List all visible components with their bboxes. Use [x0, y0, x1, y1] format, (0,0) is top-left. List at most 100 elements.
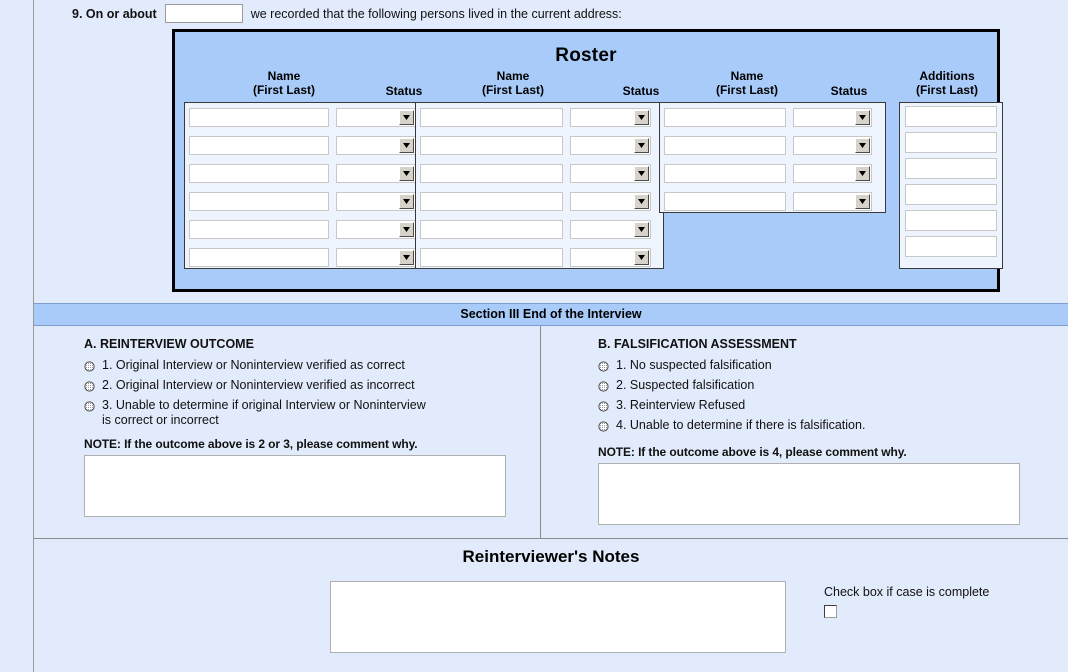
falsification-option-2[interactable]: 2. Suspected falsification: [598, 378, 1050, 393]
chevron-down-icon[interactable]: [855, 109, 870, 125]
radio-button-icon[interactable]: [84, 401, 95, 412]
radio-button-icon[interactable]: [598, 401, 609, 412]
outcome-comment-textarea[interactable]: [84, 455, 506, 517]
roster-name-input[interactable]: [420, 135, 563, 155]
chevron-down-icon[interactable]: [399, 221, 414, 237]
question-9-date-input[interactable]: [164, 4, 243, 23]
roster-name-input[interactable]: [189, 191, 329, 211]
roster-name-input[interactable]: [420, 219, 563, 239]
roster-status-select[interactable]: [570, 247, 651, 267]
roster-name-input[interactable]: [420, 107, 563, 127]
roster-status-input[interactable]: [571, 164, 650, 182]
chevron-down-icon[interactable]: [399, 109, 414, 125]
roster-status-select[interactable]: [336, 219, 416, 239]
case-complete-checkbox[interactable]: [824, 605, 837, 618]
roster-status-input[interactable]: [337, 164, 415, 182]
roster-status-input[interactable]: [337, 248, 415, 266]
roster-status-input[interactable]: [571, 108, 650, 126]
roster-status-input[interactable]: [794, 108, 871, 126]
roster-status-select[interactable]: [793, 107, 872, 127]
roster-status-select[interactable]: [336, 107, 416, 127]
radio-button-icon[interactable]: [598, 381, 609, 392]
chevron-down-icon[interactable]: [399, 193, 414, 209]
chevron-down-icon[interactable]: [855, 165, 870, 181]
chevron-down-icon[interactable]: [855, 137, 870, 153]
roster-status-input[interactable]: [337, 136, 415, 154]
chevron-down-icon[interactable]: [634, 249, 649, 265]
roster-addition-input[interactable]: [905, 210, 997, 231]
roster-name-input[interactable]: [664, 135, 786, 155]
falsification-option-3[interactable]: 3. Reinterview Refused: [598, 398, 1050, 413]
radio-button-icon[interactable]: [598, 421, 609, 432]
roster-addition-input[interactable]: [905, 236, 997, 257]
roster-status-select[interactable]: [336, 163, 416, 183]
roster-status-select[interactable]: [793, 163, 872, 183]
chevron-down-icon[interactable]: [399, 137, 414, 153]
roster-status-input[interactable]: [571, 192, 650, 210]
roster-name-input[interactable]: [420, 163, 563, 183]
outcome-option-1-label: 1. Original Interview or Noninterview ve…: [102, 358, 405, 372]
roster-addition-input[interactable]: [905, 184, 997, 205]
roster-name-input[interactable]: [189, 247, 329, 267]
roster-status-input[interactable]: [794, 192, 871, 210]
chevron-down-icon[interactable]: [399, 249, 414, 265]
roster-name-input[interactable]: [189, 135, 329, 155]
chevron-down-icon[interactable]: [855, 193, 870, 209]
roster-group-1: [184, 102, 429, 269]
radio-button-icon[interactable]: [84, 381, 95, 392]
chevron-down-icon[interactable]: [634, 109, 649, 125]
roster-panel: Roster Name (First Last) Status Name (Fi…: [172, 29, 1003, 292]
roster-status-input[interactable]: [794, 164, 871, 182]
outcome-option-1[interactable]: 1. Original Interview or Noninterview ve…: [84, 358, 534, 373]
roster-status-input[interactable]: [794, 136, 871, 154]
roster-name-input[interactable]: [664, 191, 786, 211]
roster-status-select[interactable]: [570, 191, 651, 211]
roster-header-status-2: Status: [622, 84, 660, 98]
roster-name-input[interactable]: [420, 247, 563, 267]
roster-status-select[interactable]: [570, 107, 651, 127]
chevron-down-icon[interactable]: [634, 165, 649, 181]
reinterviewer-notes-textarea[interactable]: [330, 581, 786, 653]
roster-status-input[interactable]: [337, 192, 415, 210]
roster-status-input[interactable]: [571, 136, 650, 154]
roster-addition-input[interactable]: [905, 158, 997, 179]
table-row: [189, 246, 424, 268]
reinterviewer-notes-title: Reinterviewer's Notes: [462, 547, 640, 566]
roster-name-input[interactable]: [189, 219, 329, 239]
outcome-option-3-label: 3. Unable to determine if original Inter…: [102, 398, 426, 427]
roster-status-input[interactable]: [337, 108, 415, 126]
roster-name-input[interactable]: [664, 163, 786, 183]
roster-status-select[interactable]: [793, 135, 872, 155]
roster-status-input[interactable]: [571, 248, 650, 266]
falsification-comment-textarea[interactable]: [598, 463, 1020, 525]
roster-addition-input[interactable]: [905, 132, 997, 153]
chevron-down-icon[interactable]: [399, 165, 414, 181]
falsification-option-1[interactable]: 1. No suspected falsification: [598, 358, 1050, 373]
roster-header-name-1: Name (First Last): [252, 69, 315, 97]
roster-status-select[interactable]: [793, 191, 872, 211]
table-row: [189, 190, 424, 212]
roster-status-select[interactable]: [570, 135, 651, 155]
roster-status-select[interactable]: [570, 219, 651, 239]
roster-status-input[interactable]: [571, 220, 650, 238]
outcome-option-2[interactable]: 2. Original Interview or Noninterview ve…: [84, 378, 534, 393]
roster-status-select[interactable]: [336, 135, 416, 155]
roster-group-2: [415, 102, 664, 269]
radio-button-icon[interactable]: [598, 361, 609, 372]
roster-status-input[interactable]: [337, 220, 415, 238]
roster-name-input[interactable]: [664, 107, 786, 127]
chevron-down-icon[interactable]: [634, 193, 649, 209]
roster-status-select[interactable]: [570, 163, 651, 183]
roster-status-select[interactable]: [336, 247, 416, 267]
outcome-option-3[interactable]: 3. Unable to determine if original Inter…: [84, 398, 534, 428]
roster-addition-input[interactable]: [905, 106, 997, 127]
roster-status-select[interactable]: [336, 191, 416, 211]
chevron-down-icon[interactable]: [634, 221, 649, 237]
chevron-down-icon[interactable]: [634, 137, 649, 153]
outcome-option-2-label: 2. Original Interview or Noninterview ve…: [102, 378, 415, 392]
roster-name-input[interactable]: [420, 191, 563, 211]
falsification-option-4[interactable]: 4. Unable to determine if there is falsi…: [598, 418, 1050, 433]
roster-name-input[interactable]: [189, 163, 329, 183]
roster-name-input[interactable]: [189, 107, 329, 127]
radio-button-icon[interactable]: [84, 361, 95, 372]
